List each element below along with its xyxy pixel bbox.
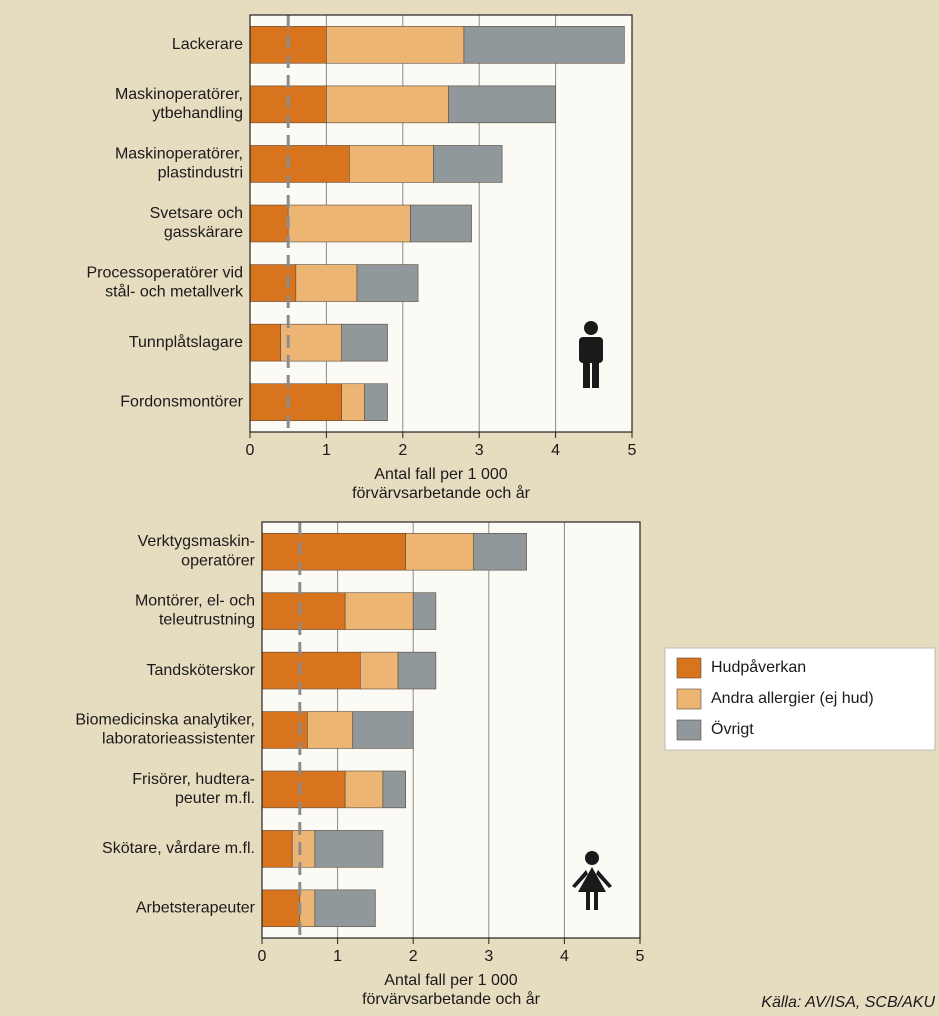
category-label: Processoperatörer vid stål- och metallver… bbox=[86, 265, 244, 301]
bar-segment bbox=[261, 651, 361, 690]
x-tick-label: 5 bbox=[636, 948, 645, 965]
bar-segment bbox=[295, 264, 358, 302]
category-label: Arbetsterapeuter bbox=[136, 900, 256, 917]
source-note: Källa: AV/ISA, SCB/AKU bbox=[761, 994, 935, 1011]
bar-segment bbox=[364, 383, 388, 421]
bar-segment bbox=[299, 889, 316, 928]
bar-segment bbox=[249, 204, 289, 243]
bar-segment bbox=[326, 85, 449, 124]
bar-segment bbox=[405, 532, 474, 571]
x-tick-label: 2 bbox=[409, 948, 418, 965]
category-label: Lackerare bbox=[172, 36, 243, 53]
bar-segment bbox=[448, 85, 556, 124]
category-label: Montörer, el- och teleutrustning bbox=[135, 593, 255, 629]
bar-segment bbox=[314, 889, 376, 928]
legend-swatch bbox=[676, 719, 702, 741]
bar-segment bbox=[326, 26, 465, 64]
legend-swatch bbox=[676, 657, 702, 679]
bar-segment bbox=[261, 830, 293, 868]
legend-label: Övrigt bbox=[711, 720, 754, 738]
bar-segment bbox=[261, 770, 346, 809]
x-tick-label: 5 bbox=[628, 442, 637, 459]
bar-segment bbox=[261, 889, 301, 928]
bar-segment bbox=[349, 145, 434, 183]
bar-segment bbox=[291, 830, 316, 868]
bar-segment bbox=[344, 592, 414, 630]
bar-segment bbox=[356, 264, 419, 302]
plot-frame bbox=[249, 14, 633, 433]
male-icon bbox=[579, 321, 603, 388]
bar-segment bbox=[307, 711, 354, 749]
category-label: Skötare, vårdare m.fl. bbox=[102, 839, 255, 857]
x-tick-label: 3 bbox=[484, 948, 493, 965]
category-label: Frisörer, hudtera-peuter m.fl. bbox=[132, 771, 255, 807]
category-label: Fordonsmontörer bbox=[120, 393, 243, 410]
x-tick-label: 1 bbox=[322, 442, 331, 459]
x-axis-label: Antal fall per 1 000 förvärvsarbetande oc… bbox=[352, 466, 531, 502]
bar-segment bbox=[344, 770, 384, 809]
bar-segment bbox=[463, 26, 625, 64]
x-tick-label: 1 bbox=[333, 948, 342, 965]
legend-swatch bbox=[676, 688, 702, 710]
category-label: Svetsare och gasskärare bbox=[150, 205, 243, 241]
category-label: Tunnplåtslagare bbox=[129, 333, 243, 351]
bar-segment bbox=[261, 532, 406, 571]
bar-segment bbox=[341, 323, 388, 362]
category-label: Maskinoperatörer, plastindustri bbox=[115, 146, 243, 182]
x-tick-label: 0 bbox=[246, 442, 255, 459]
x-tick-label: 2 bbox=[398, 442, 407, 459]
bar-segment bbox=[287, 204, 411, 243]
bar-segment bbox=[397, 651, 437, 690]
x-tick-label: 0 bbox=[258, 948, 267, 965]
category-label: Tandsköterskor bbox=[147, 662, 256, 679]
x-axis-label: Antal fall per 1 000 förvärvsarbetande oc… bbox=[362, 972, 541, 1008]
legend-box bbox=[664, 647, 936, 751]
charts: 0 1 2 3 4 5 Lackerare Maskinoperatörer, ytbehand… bbox=[75, 14, 936, 1011]
bar-segment bbox=[382, 770, 406, 809]
bar-segment bbox=[433, 145, 503, 183]
category-label: Biomedicinska analytiker, laboratorieassi… bbox=[75, 712, 255, 748]
bar-segment bbox=[473, 532, 527, 571]
bar-segment bbox=[261, 592, 346, 630]
bar-segment bbox=[341, 383, 365, 421]
female-icon bbox=[572, 851, 612, 910]
bar-segment bbox=[280, 323, 342, 362]
legend-label: Hudpåverkan bbox=[711, 658, 806, 676]
bar-segment bbox=[249, 383, 342, 421]
bar-segment bbox=[314, 830, 384, 868]
x-tick-label: 3 bbox=[475, 442, 484, 459]
category-label: Maskinoperatörer, ytbehandling bbox=[115, 86, 243, 122]
bar-segment bbox=[359, 651, 399, 690]
bar-segment bbox=[249, 323, 281, 362]
plot-frame bbox=[261, 521, 641, 939]
bar-segment bbox=[410, 204, 472, 243]
category-label: Verktygsmaskin-operatörer bbox=[138, 533, 256, 569]
x-tick-label: 4 bbox=[560, 948, 569, 965]
bar-segment bbox=[249, 145, 350, 183]
bar-segment bbox=[352, 711, 414, 749]
bar-segment bbox=[412, 592, 437, 630]
legend-label: Andra allergier (ej hud) bbox=[711, 690, 874, 707]
x-tick-label: 4 bbox=[551, 442, 560, 459]
